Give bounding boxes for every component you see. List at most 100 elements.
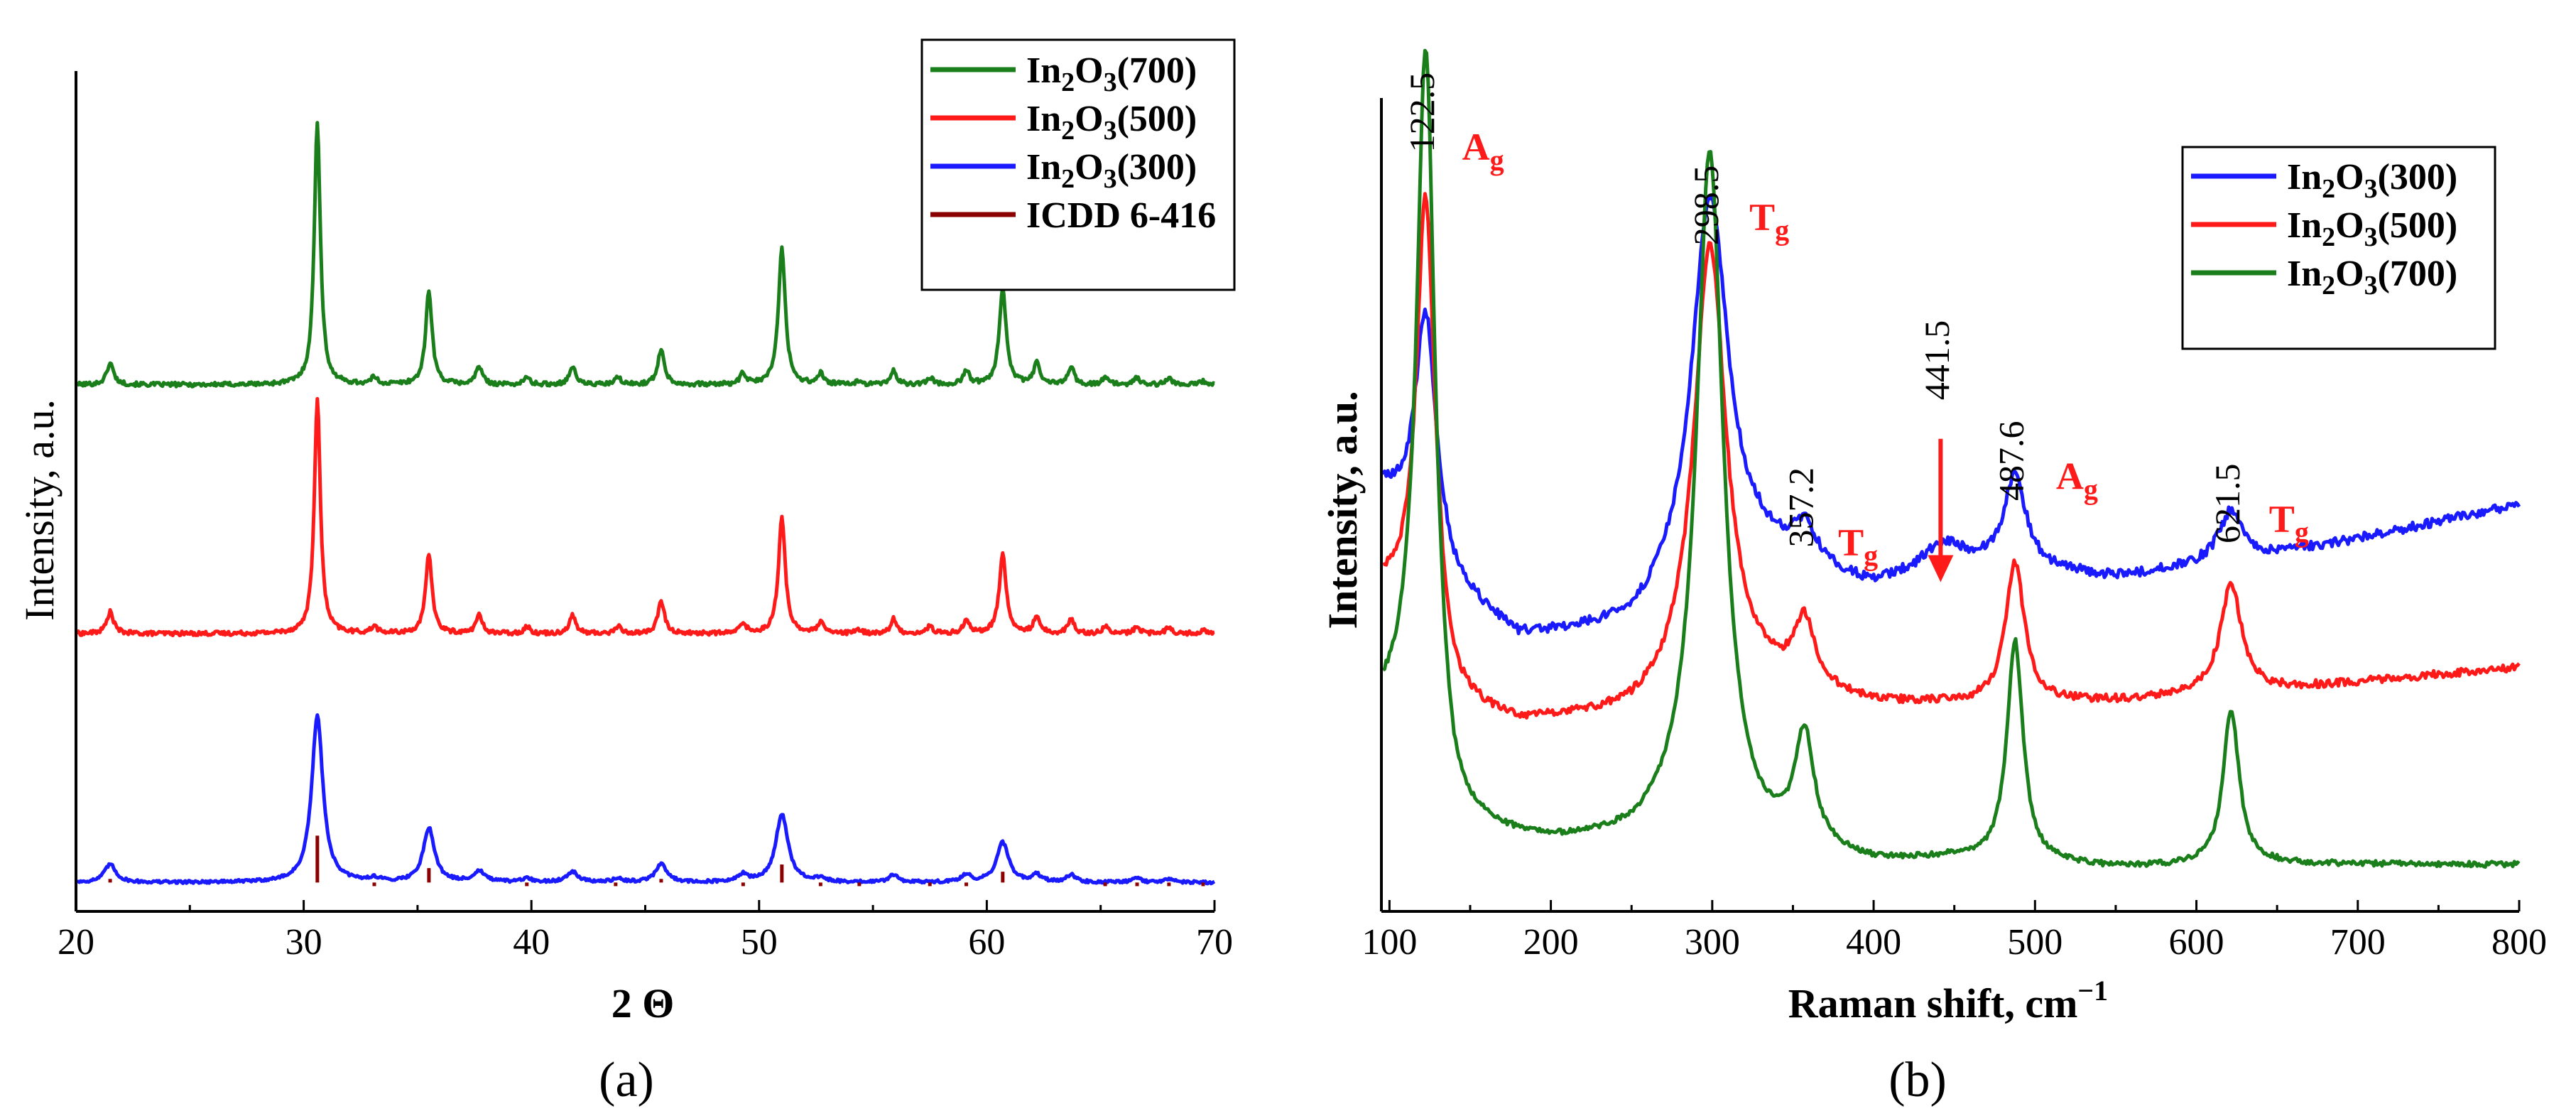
xrd-legend-label-2: In2O3(300) (1026, 147, 1197, 194)
xrd-legend-label-0: In2O3(700) (1026, 50, 1197, 97)
xrd-x-tick-label: 20 (58, 922, 94, 963)
icdd-reference-group (108, 835, 1205, 887)
xrd-legend-label-part: ICDD 6-416 (1026, 195, 1216, 236)
xrd-legend-label-part: In (1026, 147, 1061, 188)
panel-label-b: (b) (1888, 1053, 1947, 1107)
xrd-legend-label-part: 2 (1061, 67, 1075, 97)
xrd-x-tick-label: 60 (968, 922, 1005, 963)
raman-mode-label-2: Tg (1838, 521, 1878, 571)
raman-peak-label-621.5: 621.5 (2207, 464, 2247, 544)
raman-x-axis-title-main: Raman shift, cm (1788, 980, 2078, 1026)
raman-legend-label-0: In2O3(300) (2287, 157, 2457, 204)
raman-mode-label-main: A (1462, 126, 1490, 168)
panel-label-a: (a) (599, 1053, 654, 1107)
xrd-legend-label-part: O (1075, 99, 1103, 139)
xrd-series-line-In2O3(700) (76, 121, 1215, 389)
raman-legend-label-part: O (2335, 205, 2364, 246)
raman-arrow-head (1928, 555, 1954, 582)
raman-legend-label-part: (700) (2378, 254, 2458, 294)
raman-mode-label-0: Ag (1462, 126, 1504, 176)
raman-peak-label-122.5: 122.5 (1402, 72, 1442, 152)
raman-legend-label-part: 3 (2364, 222, 2378, 252)
raman-x-tick-label: 600 (2169, 922, 2224, 963)
xrd-legend-label-part: (700) (1117, 50, 1197, 91)
raman-mode-label-3: Ag (2056, 455, 2098, 506)
raman-x-tick-label: 100 (1362, 922, 1417, 963)
raman-legend-label-part: (300) (2378, 157, 2458, 197)
xrd-x-axis-title: 2 Θ (612, 980, 675, 1026)
raman-legend-label-2: In2O3(700) (2287, 254, 2457, 300)
raman-series-line-In2O3(700) (1381, 48, 2521, 869)
raman-x-tick-label: 300 (1685, 922, 1740, 963)
raman-series-group (1381, 48, 2521, 869)
xrd-legend-label-part: 3 (1104, 116, 1117, 146)
xrd-legend-label-part: In (1026, 99, 1061, 139)
raman-x-axis-title-sup: −1 (2077, 975, 2108, 1007)
raman-peak-label-298.5: 298.5 (1686, 166, 1726, 246)
raman-legend-label-part: In (2287, 205, 2322, 246)
xrd-legend-label-part: 3 (1104, 67, 1117, 97)
raman-x-ticks: 100 200 300 400 500 600 700 800 (1362, 900, 2547, 963)
xrd-x-ticks: 20 30 40 50 60 70 (58, 900, 1233, 963)
raman-series-line-In2O3(500) (1382, 192, 2521, 720)
xrd-x-tick-label: 40 (513, 922, 550, 963)
xrd-legend-label-part: 2 (1061, 116, 1075, 146)
xrd-x-tick-label: 50 (741, 922, 778, 963)
xrd-series-line-In2O3(300) (76, 713, 1216, 886)
raman-legend-label-part: O (2335, 157, 2364, 197)
raman-legend-label-part: 2 (2322, 222, 2335, 252)
xrd-legend: In2O3(700)In2O3(500)In2O3(300)ICDD 6-416 (920, 38, 1236, 291)
raman-legend-label-1: In2O3(500) (2287, 205, 2457, 252)
raman-x-tick-label: 700 (2330, 922, 2386, 963)
raman-legend-label-part: O (2335, 254, 2364, 294)
xrd-legend-label-part: (300) (1117, 147, 1197, 188)
raman-mode-label-4: Tg (2269, 498, 2309, 548)
raman-y-axis-title: Intensity, a.u. (1320, 391, 1366, 629)
raman-legend-label-part: 2 (2322, 271, 2335, 300)
raman-x-tick-label: 500 (2007, 922, 2063, 963)
raman-legend-box (2181, 146, 2496, 350)
xrd-legend-label-3: ICDD 6-416 (1026, 195, 1216, 236)
raman-mode-label-sub: g (2084, 474, 2098, 506)
raman-x-tick-label: 400 (1846, 922, 1901, 963)
raman-mode-label-sub: g (1864, 539, 1878, 571)
raman-legend-label-part: (500) (2378, 205, 2458, 246)
raman-mode-label-main: T (2269, 498, 2295, 541)
raman-x-tick-label: 200 (1523, 922, 1579, 963)
xrd-panel: 20 30 40 50 60 70 2 Θ Intensity, a.u. In2O3(7… (16, 38, 1236, 1107)
xrd-legend-label-part: 2 (1061, 164, 1075, 194)
raman-mode-label-main: T (1749, 195, 1775, 238)
raman-legend-label-part: In (2287, 157, 2322, 197)
raman-legend-label-part: 3 (2364, 174, 2378, 204)
xrd-series-group (75, 121, 1216, 886)
raman-peak-label-487.6: 487.6 (1991, 421, 2031, 502)
raman-peak-label-357.2: 357.2 (1781, 467, 1820, 548)
raman-x-tick-label: 800 (2491, 922, 2547, 963)
raman-legend: In2O3(300)In2O3(500)In2O3(700) (2181, 146, 2496, 350)
xrd-legend-label-1: In2O3(500) (1026, 99, 1197, 146)
raman-mode-label-sub: g (1775, 214, 1789, 246)
xrd-x-tick-label: 70 (1196, 922, 1233, 963)
xrd-legend-label-part: O (1075, 147, 1103, 188)
xrd-series-line-In2O3(500) (75, 396, 1215, 638)
raman-peak-label-441.5: 441.5 (1917, 320, 1957, 401)
xrd-y-axis-title: Intensity, a.u. (16, 399, 63, 621)
xrd-legend-label-part: (500) (1117, 99, 1197, 139)
raman-panel: 100 200 300 400 500 600 700 800 122.5 298.5 357.2… (1320, 48, 2547, 1107)
xrd-legend-label-part: 3 (1104, 164, 1117, 194)
raman-legend-label-part: 3 (2364, 271, 2378, 300)
raman-mode-label-sub: g (2295, 516, 2309, 548)
raman-mode-label-sub: g (1490, 144, 1504, 176)
raman-x-axis-title: Raman shift, cm−1 (1788, 975, 2108, 1026)
raman-mode-label-1: Tg (1749, 195, 1789, 246)
xrd-x-tick-label: 30 (286, 922, 322, 963)
raman-mode-label-main: A (2056, 455, 2084, 498)
xrd-legend-label-part: O (1075, 50, 1103, 91)
raman-mode-label-main: T (1838, 521, 1864, 563)
raman-legend-label-part: In (2287, 254, 2322, 294)
raman-series-line-In2O3(300) (1381, 194, 2521, 636)
raman-legend-label-part: 2 (2322, 174, 2335, 204)
xrd-legend-label-part: In (1026, 50, 1061, 91)
